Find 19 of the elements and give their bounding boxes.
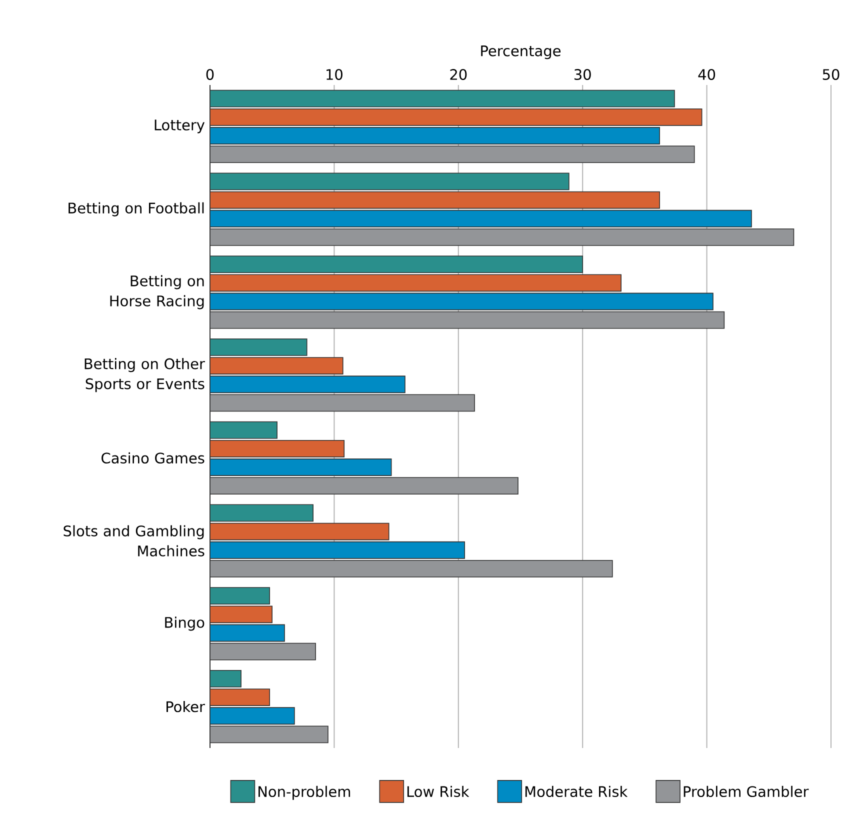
- x-tick-label: 40: [698, 69, 716, 80]
- legend-label: Low Risk: [407, 786, 470, 798]
- y-tick-label: Betting on Football: [68, 202, 204, 216]
- legend-label: Problem Gambler: [684, 786, 809, 798]
- y-tick-label: Lottery: [154, 120, 205, 134]
- x-tick-label: 30: [574, 69, 591, 80]
- y-tick-label: Slots and Gambling Machines: [64, 525, 204, 556]
- x-tick-label: 50: [822, 69, 840, 80]
- x-tick-label: 20: [450, 69, 467, 80]
- x-tick-label: 0: [206, 69, 214, 80]
- y-tick-label: Casino Games: [102, 452, 204, 464]
- y-tick-label: Poker: [166, 700, 205, 712]
- y-tick-label: Bingo: [165, 616, 204, 631]
- legend-label: Moderate Risk: [525, 786, 628, 798]
- y-tick-label: Betting on Other Sports or Events: [84, 358, 205, 392]
- x-tick-label: 10: [326, 69, 342, 80]
- y-tick-label: Betting on Horse Racing: [110, 275, 204, 310]
- legend-label: Non-problem: [258, 786, 350, 800]
- x-axis-title: Percentage: [481, 46, 561, 60]
